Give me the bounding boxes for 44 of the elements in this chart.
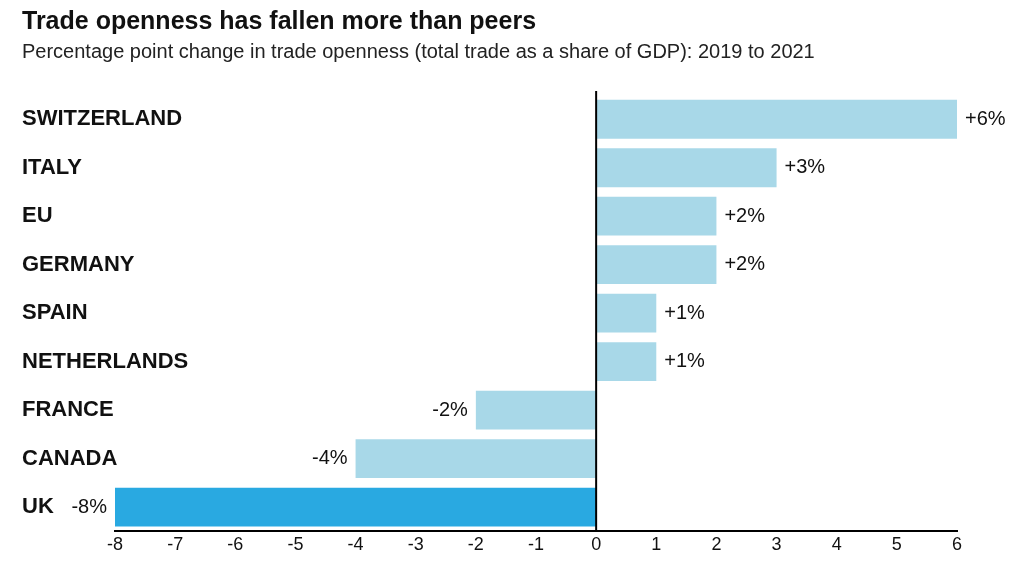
- x-tick-label: -5: [287, 534, 304, 555]
- x-tick-label: 3: [771, 534, 782, 555]
- data-label: +1%: [664, 300, 706, 323]
- data-label: +3%: [784, 155, 826, 178]
- data-label: -4%: [311, 446, 348, 469]
- data-label: +2%: [724, 252, 766, 275]
- bar: [355, 439, 597, 479]
- y-tick-label: SWITZERLAND: [22, 105, 183, 131]
- bar: [596, 245, 717, 285]
- y-tick-label: UK: [22, 493, 54, 519]
- x-tick-label: -4: [347, 534, 364, 555]
- y-tick-label: EU: [22, 202, 53, 228]
- y-tick-label: SPAIN: [22, 299, 88, 325]
- y-tick-label: FRANCE: [22, 396, 114, 422]
- x-tick-label: 4: [831, 534, 842, 555]
- data-label: -8%: [71, 494, 108, 517]
- x-tick-label: -7: [167, 534, 184, 555]
- data-label: +2%: [724, 203, 766, 226]
- y-tick-label: GERMANY: [22, 250, 135, 276]
- bar: [596, 148, 777, 188]
- x-tick-label: 1: [651, 534, 662, 555]
- bar: [596, 342, 657, 382]
- data-label: +6%: [965, 106, 1006, 129]
- data-label: +1%: [664, 349, 706, 372]
- chart-subtitle: Percentage point change in trade openness (total trade as a share of GDP): 2019 to 2021: [22, 40, 815, 63]
- y-tick-label: CANADA: [22, 444, 118, 470]
- bar: [596, 99, 957, 139]
- x-tick-label: -1: [527, 534, 545, 555]
- x-tick-label: 0: [591, 534, 602, 555]
- x-tick-label: -3: [407, 534, 424, 555]
- x-tick-label: 5: [891, 534, 902, 555]
- bar: [475, 390, 597, 430]
- x-tick-label: -2: [467, 534, 484, 555]
- bar: [115, 487, 597, 527]
- bar: [596, 293, 657, 333]
- x-tick-label: -6: [227, 534, 244, 555]
- data-label: -2%: [432, 397, 469, 420]
- x-tick-label: 2: [711, 534, 722, 555]
- x-tick-label: -8: [106, 534, 124, 555]
- chart-title: Trade openness has fallen more than peers: [22, 6, 537, 35]
- y-tick-label: NETHERLANDS: [22, 347, 189, 373]
- y-tick-label: ITALY: [22, 153, 83, 179]
- bar: [596, 196, 717, 236]
- x-tick-label: 6: [951, 534, 963, 555]
